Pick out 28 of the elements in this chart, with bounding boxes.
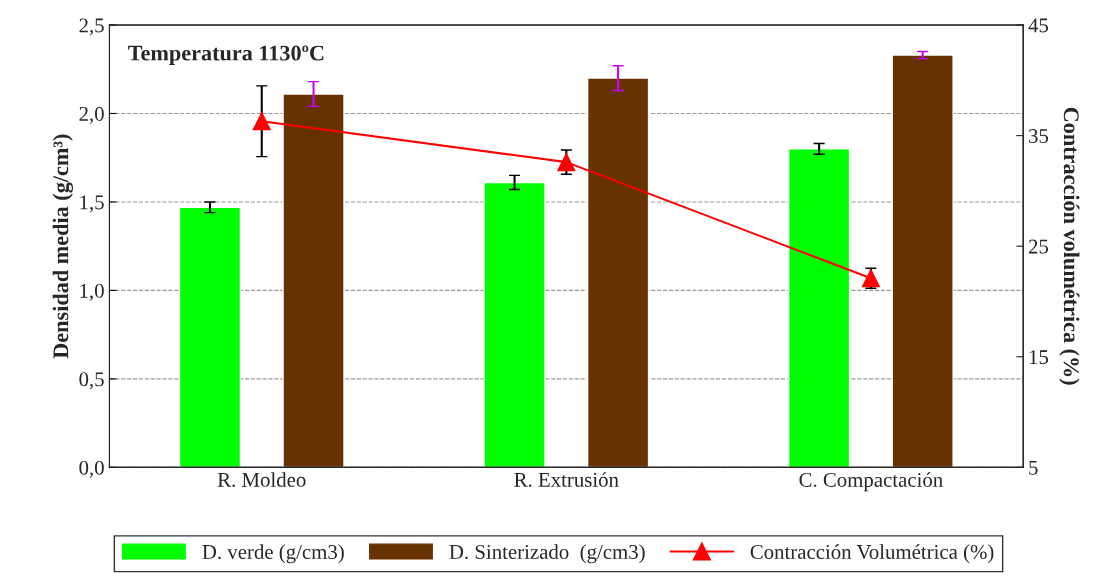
legend-label: Contracción Volumétrica (%) bbox=[750, 544, 994, 564]
legend-label: D. Sinterizado (g/cm3) bbox=[449, 544, 645, 564]
y2-tick-label: 25 bbox=[1028, 239, 1049, 254]
y-tick-label: 2,5 bbox=[79, 18, 104, 36]
annotation: Temperatura 1130ºC bbox=[128, 45, 324, 66]
legend-label: D. verde (g/cm3) bbox=[202, 544, 344, 564]
y2-tick-label: 35 bbox=[1029, 129, 1049, 144]
bar bbox=[891, 54, 954, 468]
bar bbox=[483, 181, 546, 468]
y-tick-label: 1,5 bbox=[80, 195, 104, 213]
y-tick-label: 1,0 bbox=[80, 283, 104, 301]
y2-axis-title: Contracción volumétrica (%) bbox=[1059, 107, 1080, 385]
x-tick-label: R. Moldeo bbox=[217, 472, 306, 487]
bar bbox=[586, 77, 650, 468]
y-tick-label: 0,5 bbox=[79, 372, 104, 390]
point bbox=[557, 153, 576, 172]
x-tick-label: R. Extrusión bbox=[514, 472, 619, 487]
y-tick-label: 0,0 bbox=[79, 460, 104, 478]
y2-tick-label: 5 bbox=[1029, 460, 1038, 475]
bar bbox=[282, 93, 345, 468]
bar bbox=[178, 206, 242, 468]
bar bbox=[787, 148, 851, 468]
y-axis-title: Densidad media (g/cm³) bbox=[52, 134, 74, 359]
y2-tick-label: 15 bbox=[1029, 350, 1049, 365]
point bbox=[252, 112, 271, 131]
y-tick-label: 2,0 bbox=[79, 106, 104, 124]
y2-tick-label: 45 bbox=[1028, 18, 1049, 33]
x-tick-label: C. Compactación bbox=[799, 472, 943, 492]
